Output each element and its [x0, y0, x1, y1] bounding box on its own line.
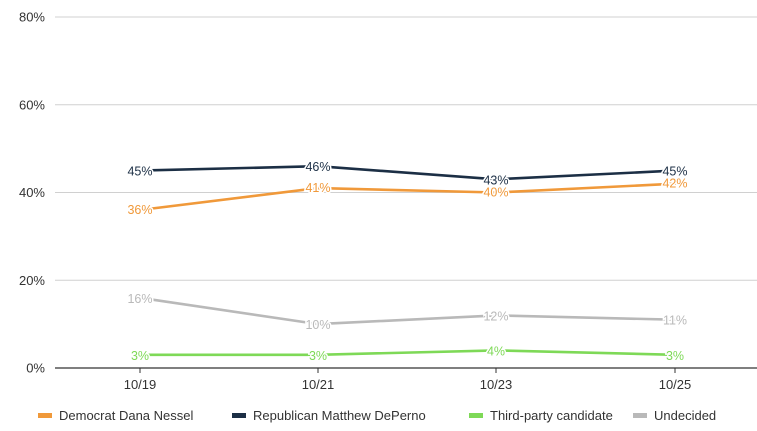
series-line-3: [138, 296, 677, 326]
legend-label: Undecided: [654, 408, 716, 423]
grid-layer: [55, 16, 757, 369]
series-line-2: [138, 349, 677, 357]
data-label: 36%: [127, 203, 152, 217]
legend-swatch: [633, 413, 647, 418]
y-tick-label: 0%: [26, 361, 45, 376]
x-tick-label: 10/23: [480, 377, 513, 392]
y-tick-label: 20%: [19, 273, 45, 288]
data-label: 12%: [483, 309, 508, 323]
data-label: 42%: [662, 177, 687, 191]
data-label: 3%: [666, 349, 684, 363]
data-label: 3%: [131, 349, 149, 363]
data-label: 43%: [483, 173, 508, 187]
data-label: 3%: [309, 349, 327, 363]
data-label: 41%: [305, 181, 330, 195]
data-label: 16%: [127, 292, 152, 306]
legend-item: Third-party candidate: [469, 408, 613, 423]
legend-swatch: [232, 413, 246, 418]
x-axis-ticks: 10/19 10/21 10/23 10/25: [124, 368, 692, 392]
data-label: 45%: [662, 165, 687, 179]
y-tick-label: 40%: [19, 185, 45, 200]
data-label-layer: 36%41% 40%42%45% 46%43%45%3% 3% 4% 3%16%10%12…: [126, 159, 689, 365]
data-label: 45%: [127, 165, 152, 179]
legend-item: Democrat Dana Nessel: [38, 408, 193, 423]
y-tick-label: 80%: [19, 10, 45, 25]
series-line-0: [138, 182, 677, 212]
data-label: 10%: [305, 318, 330, 332]
legend-label: Third-party candidate: [490, 408, 613, 423]
legend-item: Undecided: [633, 408, 716, 423]
legend-swatch: [469, 413, 483, 418]
series-layer: [138, 164, 677, 357]
data-label: 11%: [663, 314, 687, 328]
legend-swatch: [38, 413, 52, 418]
legend-item: Republican Matthew DePerno: [232, 408, 426, 423]
x-tick-label: 10/21: [302, 377, 335, 392]
data-label: 4%: [487, 344, 505, 358]
y-tick-label: 60%: [19, 97, 45, 112]
legend-label: Republican Matthew DePerno: [253, 408, 426, 423]
data-label: 40%: [483, 186, 508, 200]
x-tick-label: 10/19: [124, 377, 157, 392]
x-tick-label: 10/25: [659, 377, 692, 392]
legend: Democrat Dana Nessel Republican Matthew D…: [38, 408, 716, 423]
legend-label: Democrat Dana Nessel: [59, 408, 193, 423]
y-axis-ticks: 0% 20% 40% 60% 80%: [19, 10, 45, 376]
series-line-1: [138, 164, 677, 181]
data-label: 46%: [305, 160, 330, 174]
